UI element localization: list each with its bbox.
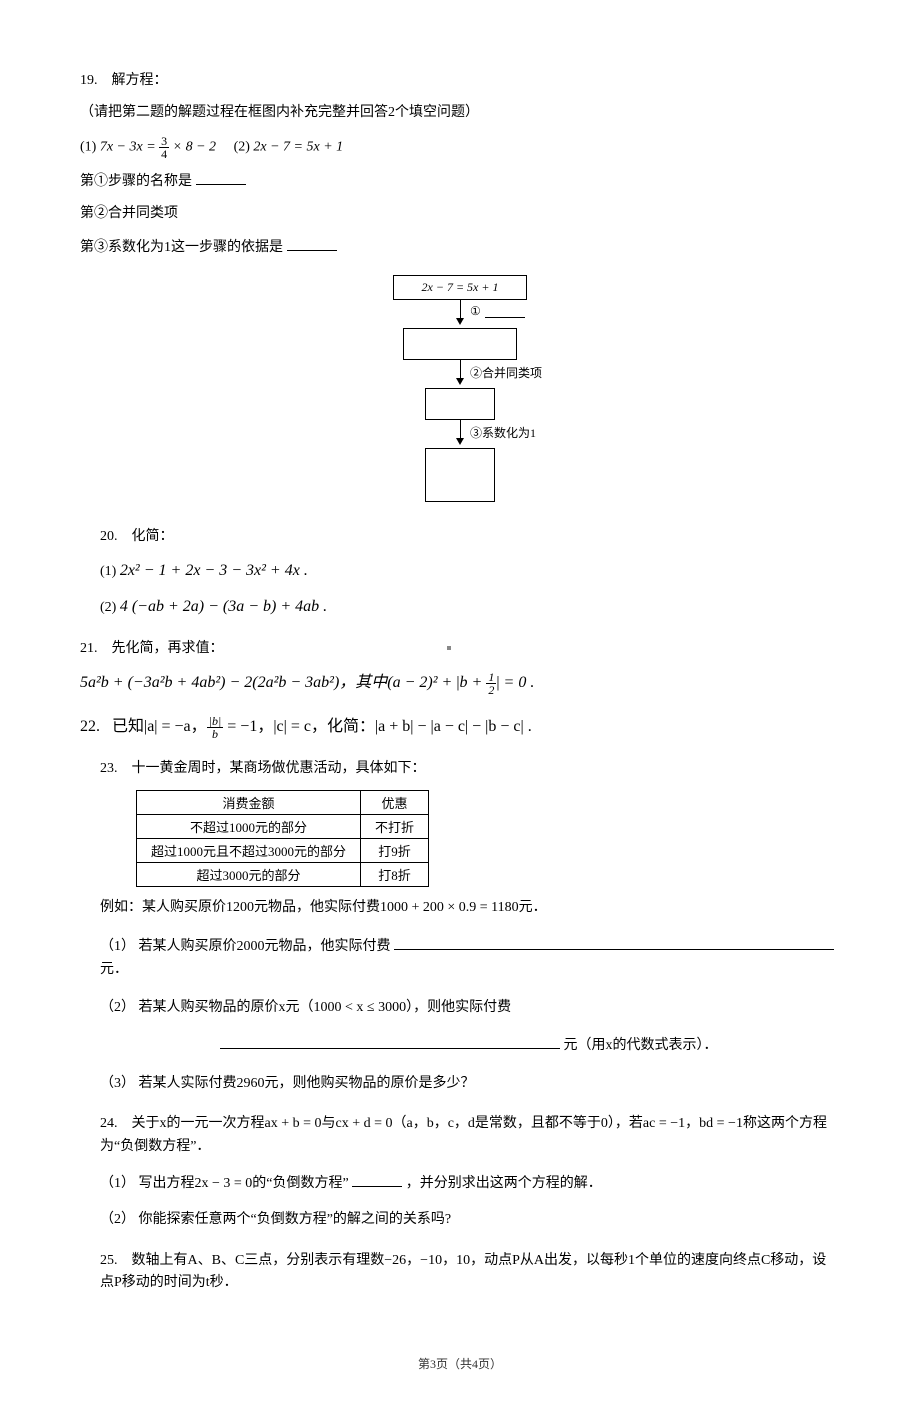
q20-title: 化简： bbox=[132, 529, 174, 544]
q21-header: 21. 先化简，再求值： bbox=[80, 638, 840, 660]
flow-end bbox=[425, 448, 495, 502]
arrow-3: ③系数化为1 bbox=[360, 420, 560, 448]
q19-num: 19. bbox=[80, 70, 108, 92]
q25-line: 25. 数轴上有A、B、C三点，分别表示有理数−26，−10，10，动点P从A出… bbox=[100, 1250, 840, 1295]
blank bbox=[196, 170, 246, 185]
q19-eq2: 2x − 7 = 5x + 1 bbox=[253, 140, 343, 155]
q19-eq1-label: (1) bbox=[80, 140, 96, 155]
q20-header: 20. 化简： bbox=[100, 526, 840, 548]
problem-24: 24. 关于x的一元一次方程ax + b = 0与cx + d = 0（a，b，… bbox=[100, 1113, 840, 1232]
q24-p1: （1） 写出方程2x − 3 = 0的“负倒数方程” ，并分别求出这两个方程的解… bbox=[100, 1172, 840, 1195]
q21-title: 先化简，再求值： bbox=[112, 641, 224, 656]
q23-p2: （2） 若某人购买物品的原价x元（1000 < x ≤ 3000），则他实际付费 bbox=[100, 997, 840, 1019]
q19-eq1-a: 7x − 3x = bbox=[100, 140, 159, 155]
q23-p2-blank: 元（用x的代数式表示）． bbox=[220, 1034, 840, 1057]
q23-p3: （3） 若某人实际付费2960元，则他购买物品的原价是多少？ bbox=[100, 1073, 840, 1095]
arrow-2: ②合并同类项 bbox=[360, 360, 560, 388]
q19-eq1-b: × 8 − 2 bbox=[169, 140, 216, 155]
q19-frac: 34 bbox=[159, 135, 169, 160]
th-amount: 消费金额 bbox=[137, 790, 361, 814]
blank bbox=[394, 935, 834, 950]
q23-table: 消费金额 优惠 不超过1000元的部分 不打折 超过1000元且不超过3000元… bbox=[136, 790, 429, 887]
q19-equations: (1) 7x − 3x = 34 × 8 − 2 (2) 2x − 7 = 5x… bbox=[80, 135, 840, 160]
q24-p2: （2） 你能探索任意两个“负倒数方程”的解之间的关系吗? bbox=[100, 1209, 840, 1231]
q21-expr: 5a²b + (−3a²b + 4ab²) − 2(2a²b − 3ab²)，其… bbox=[80, 670, 840, 696]
th-discount: 优惠 bbox=[361, 790, 429, 814]
flow-step-1 bbox=[403, 328, 517, 360]
flow-step-2 bbox=[425, 388, 495, 420]
problem-19: 19. 解方程： （请把第二题的解题过程在框图内补充完整并回答2个填空问题） (… bbox=[80, 70, 840, 502]
q20-p2: (2) 4 (−ab + 2a) − (3a − b) + 4ab . bbox=[100, 594, 840, 620]
q19-step1: 第①步骤的名称是 bbox=[80, 170, 840, 193]
problem-25: 25. 数轴上有A、B、C三点，分别表示有理数−26，−10，10，动点P从A出… bbox=[100, 1250, 840, 1295]
q24-lead: 24. 关于x的一元一次方程ax + b = 0与cx + d = 0（a，b，… bbox=[100, 1113, 840, 1158]
blank bbox=[220, 1034, 560, 1049]
q23-example: 例如：某人购买原价1200元物品，他实际付费1000 + 200 × 0.9 =… bbox=[100, 897, 840, 919]
problem-22: 22. 已知|a| = −a，|b|b = −1，|c| = c，化简：|a +… bbox=[80, 714, 840, 740]
q23-header: 23. 十一黄金周时，某商场做优惠活动，具体如下： bbox=[100, 758, 840, 780]
q22-num: 22. bbox=[80, 714, 108, 740]
dot-icon bbox=[447, 646, 451, 650]
page-footer: 第3页（共4页） bbox=[80, 1355, 840, 1372]
table-row: 超过3000元的部分 打8折 bbox=[137, 862, 429, 886]
q19-header: 19. 解方程： bbox=[80, 70, 840, 92]
q23-num: 23. bbox=[100, 758, 128, 780]
q21-num: 21. bbox=[80, 638, 108, 660]
q19-step2: 第②合并同类项 bbox=[80, 203, 840, 225]
q24-num: 24. bbox=[100, 1113, 128, 1135]
q22-line: 22. 已知|a| = −a，|b|b = −1，|c| = c，化简：|a +… bbox=[80, 714, 840, 740]
q19-title: 解方程： bbox=[112, 73, 168, 88]
q20-p1: (1) 2x² − 1 + 2x − 3 − 3x² + 4x . bbox=[100, 558, 840, 584]
table-row: 不超过1000元的部分 不打折 bbox=[137, 814, 429, 838]
table-row: 超过1000元且不超过3000元的部分 打9折 bbox=[137, 838, 429, 862]
q19-note: （请把第二题的解题过程在框图内补充完整并回答2个填空问题） bbox=[80, 102, 840, 124]
flow-label-3: ③系数化为1 bbox=[470, 424, 536, 441]
problem-20: 20. 化简： (1) 2x² − 1 + 2x − 3 − 3x² + 4x … bbox=[100, 526, 840, 620]
blank bbox=[352, 1172, 402, 1187]
flow-label-1: ① bbox=[470, 304, 525, 319]
q20-num: 20. bbox=[100, 526, 128, 548]
q19-step3: 第③系数化为1这一步骤的依据是 bbox=[80, 236, 840, 259]
q25-num: 25. bbox=[100, 1250, 128, 1272]
flow-label-2: ②合并同类项 bbox=[470, 364, 542, 381]
arrow-1: ① bbox=[360, 300, 560, 328]
q23-title: 十一黄金周时，某商场做优惠活动，具体如下： bbox=[132, 761, 426, 776]
q23-p1: （1） 若某人购买原价2000元物品，他实际付费 元． bbox=[100, 935, 840, 981]
problem-23: 23. 十一黄金周时，某商场做优惠活动，具体如下： 消费金额 优惠 不超过100… bbox=[100, 758, 840, 1096]
blank bbox=[287, 236, 337, 251]
table-row: 消费金额 优惠 bbox=[137, 790, 429, 814]
q19-flowchart: 2x − 7 = 5x + 1 ① ②合并同类项 ③系数化为1 bbox=[360, 275, 560, 502]
flow-start: 2x − 7 = 5x + 1 bbox=[393, 275, 527, 300]
problem-21: 21. 先化简，再求值： 5a²b + (−3a²b + 4ab²) − 2(2… bbox=[80, 638, 840, 696]
q19-eq2-label: (2) bbox=[234, 140, 250, 155]
